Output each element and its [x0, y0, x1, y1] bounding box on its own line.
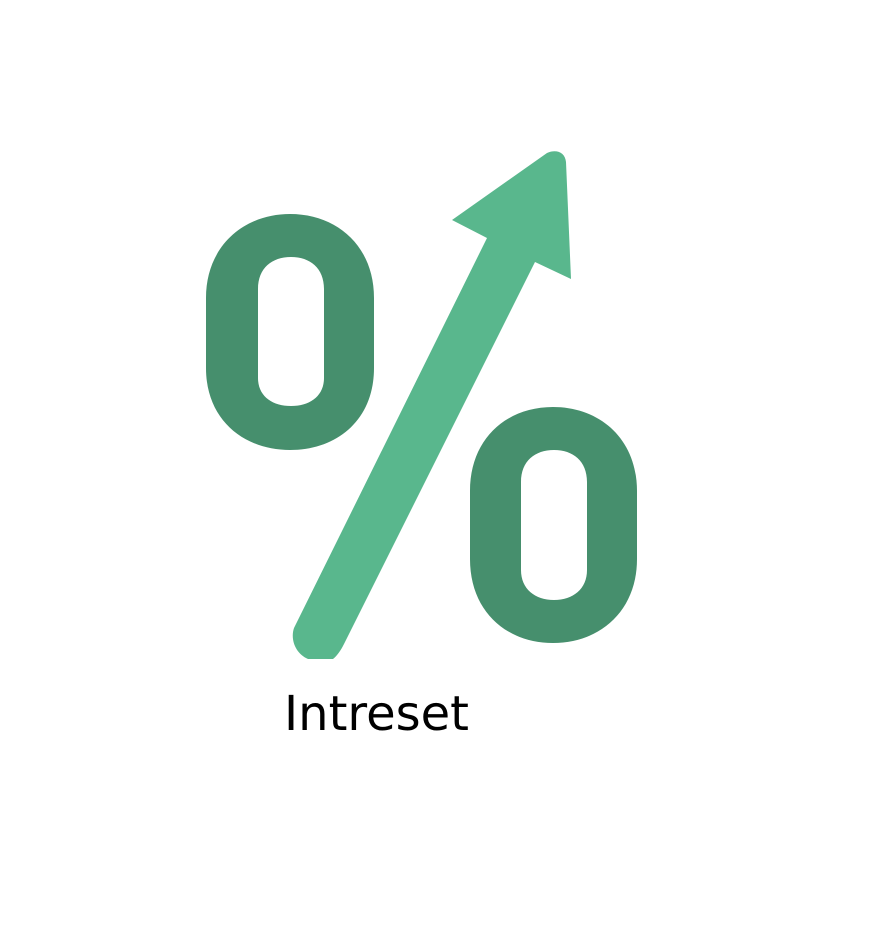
rising-arrow-icon [292, 151, 571, 660]
lower-zero-icon [470, 407, 637, 643]
caption-label: Intreset [284, 686, 469, 742]
upper-zero-icon [206, 214, 374, 450]
